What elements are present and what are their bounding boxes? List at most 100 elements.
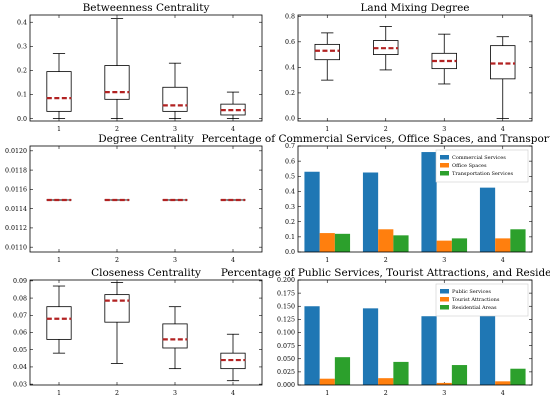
y-tick-label: 0.075 — [277, 343, 295, 350]
y-tick-label: 0.4 — [285, 189, 295, 196]
box-iqr — [490, 45, 516, 80]
y-tick-label: 0.0120 — [5, 148, 27, 155]
y-tick-label: 0.4 — [285, 65, 295, 72]
bar — [479, 312, 496, 385]
panel-closeness: Closeness Centrality 0.03 0.04 0.05 0.06 0.07… — [13, 267, 263, 397]
box-iqr — [46, 306, 72, 340]
x-tick-label: 3 — [173, 126, 177, 133]
legend-label: Transportation Services — [452, 171, 513, 177]
box-iqr — [46, 71, 72, 112]
panel-betweenness: Betweenness Centrality 0.0 0.1 0.2 0.3 0.4 1 2 3… — [17, 2, 263, 133]
y-tick-label: 0.09 — [13, 278, 27, 285]
y-tick-label: 0.6 — [285, 158, 295, 165]
y-tick-label: 0.2 — [285, 90, 295, 97]
plot-frame — [297, 279, 533, 386]
legend-box — [435, 283, 529, 317]
legend-swatch — [440, 289, 449, 294]
x-tick-label: 2 — [115, 257, 119, 264]
y-tick-label: 0.3 — [285, 204, 295, 211]
bar — [510, 229, 526, 252]
legend-label: Public Services — [452, 289, 491, 295]
y-tick-label: 0.0112 — [5, 225, 27, 232]
legend-label: Office Spaces — [452, 163, 487, 169]
y-tick-label: 0.1 — [285, 234, 295, 241]
plot-frame — [297, 145, 533, 253]
y-tick-label: 0.3 — [17, 44, 27, 51]
legend-swatch — [440, 171, 449, 176]
x-tick-label: 1 — [57, 390, 61, 397]
bar — [362, 308, 379, 385]
y-tick-label: 0.0 — [285, 249, 295, 256]
y-tick-label: 0.150 — [277, 303, 295, 310]
x-tick-label: 4 — [231, 390, 235, 397]
x-tick-label: 4 — [501, 126, 505, 133]
y-tick-label: 0.0110 — [5, 244, 27, 251]
x-tick-label: 2 — [384, 126, 388, 133]
legend-label: Tourist Attractions — [452, 297, 500, 303]
bar — [421, 316, 437, 385]
bar — [495, 381, 511, 385]
x-tick-label: 2 — [384, 390, 388, 397]
bar — [393, 235, 409, 252]
box-iqr — [104, 294, 130, 323]
y-tick-label: 0.6 — [285, 39, 295, 46]
panel-degree: Degree Centrality 0.0110 0.0112 0.0114 0.011… — [5, 133, 263, 264]
y-tick-label: 0.06 — [13, 330, 27, 337]
x-tick-label: 2 — [384, 257, 388, 264]
y-tick-label: 0.175 — [277, 290, 295, 297]
y-tick-label: 0.000 — [277, 382, 295, 389]
panel-commercial: Percentage of Commercial Services, Offic… — [202, 133, 550, 264]
bar — [451, 238, 468, 252]
legend-label: Residential Areas — [452, 305, 497, 311]
y-tick-label: 0.04 — [13, 364, 27, 371]
x-tick-label: 3 — [442, 126, 446, 133]
y-tick-label: 0.1 — [17, 92, 27, 99]
chart-title: Percentage of Commercial Services, Offic… — [202, 133, 550, 145]
panel-public: Percentage of Public Services, Tourist A… — [221, 267, 550, 397]
box-iqr — [162, 86, 188, 112]
bar — [495, 238, 511, 252]
y-tick-label: 0.0114 — [5, 206, 27, 213]
x-tick-label: 4 — [231, 257, 235, 264]
y-tick-label: 0.4 — [17, 19, 27, 26]
bar — [304, 171, 320, 252]
x-tick-label: 2 — [115, 390, 119, 397]
x-tick-label: 3 — [173, 390, 177, 397]
bar — [334, 233, 351, 252]
bar — [334, 357, 351, 385]
bar — [393, 361, 409, 385]
y-tick-label: 0.5 — [285, 173, 295, 180]
legend-label: Commercial Services — [452, 155, 506, 161]
x-tick-label: 3 — [173, 257, 177, 264]
bar — [362, 172, 379, 252]
y-tick-label: 0.0118 — [5, 167, 27, 174]
bar — [436, 382, 452, 385]
legend-swatch — [440, 155, 449, 160]
x-tick-label: 1 — [57, 257, 61, 264]
x-tick-label: 1 — [57, 126, 61, 133]
x-tick-label: 1 — [325, 390, 329, 397]
box-iqr — [104, 65, 130, 100]
y-tick-label: 0.0 — [285, 116, 295, 123]
y-tick-label: 0.05 — [13, 347, 27, 354]
bar — [319, 233, 335, 252]
x-tick-label: 4 — [501, 257, 505, 264]
chart-title: Percentage of Public Services, Tourist A… — [221, 267, 550, 279]
bar — [510, 368, 526, 385]
bar — [479, 187, 496, 252]
bar — [304, 306, 320, 385]
legend-swatch — [440, 305, 449, 310]
box-iqr — [162, 323, 188, 349]
bar — [378, 229, 394, 252]
plot-frame — [297, 14, 533, 122]
bar — [378, 378, 394, 385]
x-tick-label: 4 — [501, 390, 505, 397]
bar — [436, 240, 452, 252]
bar — [451, 365, 468, 385]
y-tick-label: 0.2 — [285, 219, 295, 226]
x-tick-label: 4 — [231, 126, 235, 133]
box-iqr — [314, 43, 340, 61]
plot-frame — [29, 145, 263, 253]
x-tick-label: 3 — [442, 390, 446, 397]
